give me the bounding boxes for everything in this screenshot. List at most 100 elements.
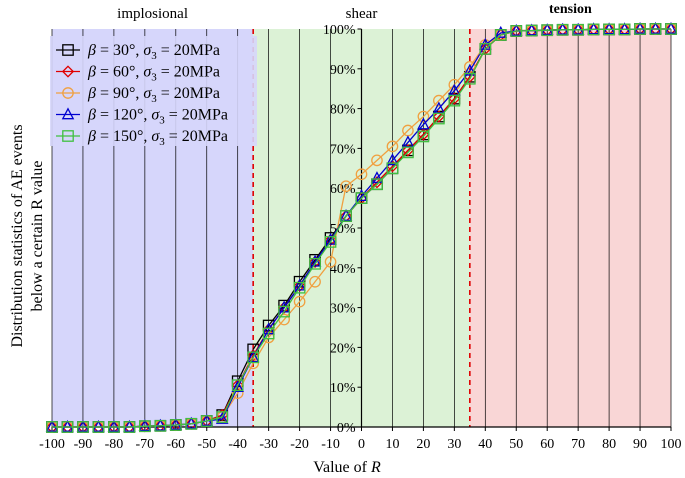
series-2-point-18 <box>324 255 337 268</box>
y-tick-label-7: 70% <box>330 142 356 157</box>
legend-label-2: β = 90°, σ3 = 20MPa <box>87 85 220 105</box>
series-4-point-15 <box>278 305 290 318</box>
series-3-point-37 <box>618 22 631 35</box>
y-tick-label-2: 20% <box>330 341 356 356</box>
region-labels: implosional shear tension <box>117 2 592 22</box>
y-axis-title-line1: Distribution statistics of AE events <box>9 124 26 347</box>
series-4-point-0 <box>46 421 58 433</box>
series-4-point-14 <box>262 327 275 340</box>
x-tick-label-19: 90 <box>633 437 647 452</box>
series-4-point-35 <box>587 23 600 36</box>
series-3-point-13 <box>246 350 260 363</box>
series-4-point-38 <box>634 23 646 35</box>
series-3-point-3 <box>92 419 105 432</box>
region-label-0: implosional <box>117 6 188 22</box>
series-4-point-21 <box>371 178 383 191</box>
series-4-point-4 <box>108 421 120 433</box>
x-axis-title-prefix: Value of <box>313 459 367 476</box>
legend-item-3: β = 120°, σ3 = 20MPa <box>56 107 228 127</box>
y-axis-title-line2: below a certain R value <box>29 160 46 311</box>
series-3-point-39 <box>649 21 662 34</box>
series-4-point-11 <box>216 411 229 423</box>
legend-marker-3 <box>61 107 75 120</box>
series-2-point-19 <box>340 180 352 193</box>
series-4-point-22 <box>386 162 399 175</box>
x-tick-label-4: -60 <box>166 437 185 452</box>
legend-marker-2 <box>62 87 74 99</box>
series-3-point-16 <box>293 278 306 291</box>
series-2-point-27 <box>463 60 476 73</box>
x-tick-label-0: -100 <box>39 437 65 452</box>
series-3-point-32 <box>540 23 554 36</box>
legend-item-4: β = 150°, σ3 = 20MPa <box>56 128 228 148</box>
x-tick-label-17: 70 <box>571 437 585 452</box>
series-3-point-22 <box>386 153 399 166</box>
series-3-point-2 <box>76 419 90 432</box>
series-2-point-22 <box>386 140 399 153</box>
series-2-point-16 <box>293 295 306 308</box>
series-4-point-23 <box>402 146 414 159</box>
series-4-point-1 <box>61 421 74 433</box>
series-3-point-21 <box>370 171 384 184</box>
y-tick-label-9: 90% <box>330 63 356 78</box>
axis-titles: Value of R Distribution statistics of AE… <box>9 124 381 476</box>
series-4 <box>46 23 677 433</box>
x-tick-label-3: -70 <box>136 437 155 452</box>
x-tick-label-16: 60 <box>540 437 554 452</box>
series-3-point-12 <box>231 380 244 393</box>
series-4-point-34 <box>572 23 585 36</box>
x-tick-label-8: -20 <box>290 437 309 452</box>
series-1-point-16 <box>293 279 306 292</box>
series-3-point-19 <box>339 208 353 221</box>
region-label-1: shear <box>346 6 378 22</box>
series-4-point-36 <box>603 23 615 36</box>
legend-item-2: β = 90°, σ3 = 20MPa <box>56 85 220 105</box>
y-tick-label-10: 100% <box>323 23 356 38</box>
legend-item-0: β = 30°, σ3 = 20MPa <box>56 42 220 62</box>
legend-marker-1 <box>61 65 75 78</box>
series-4-point-3 <box>92 421 105 433</box>
legend-item-1: β = 60°, σ3 = 20MPa <box>56 64 220 84</box>
series-2-point-20 <box>355 168 368 181</box>
x-tick-label-5: -50 <box>197 437 216 452</box>
series-2-point-17 <box>309 275 321 288</box>
series-3-point-35 <box>587 22 600 35</box>
series-4-point-28 <box>479 43 492 55</box>
y-tick-label-1: 10% <box>330 381 356 396</box>
y-tick-label-3: 30% <box>330 302 356 317</box>
series-4-point-32 <box>541 24 554 37</box>
legend-label-0: β = 30°, σ3 = 20MPa <box>87 42 220 62</box>
x-tick-label-12: 20 <box>416 437 430 452</box>
series-4-point-25 <box>433 112 445 125</box>
series-4-point-20 <box>355 192 368 204</box>
series-4-point-27 <box>463 72 476 85</box>
series-4-point-40 <box>665 23 677 35</box>
series-4-point-19 <box>340 210 352 222</box>
series-2-point-25 <box>433 94 445 107</box>
series-2-point-21 <box>371 154 383 167</box>
y-tick-label-4: 40% <box>330 262 356 277</box>
x-tick-label-14: 40 <box>478 437 492 452</box>
y-tick-label-0: 0% <box>337 421 356 436</box>
x-axis-title: Value of R <box>313 459 381 476</box>
series-3-point-40 <box>664 21 678 34</box>
x-tick-label-18: 80 <box>602 437 616 452</box>
series-2-point-24 <box>417 110 430 123</box>
series-3-point-29 <box>494 25 508 38</box>
x-tick-label-13: 30 <box>447 437 461 452</box>
series-1-point-13 <box>247 349 260 362</box>
series-3-point-30 <box>509 23 523 36</box>
x-tick-label-20: 100 <box>661 437 682 452</box>
series-4-point-24 <box>417 130 430 143</box>
series-4-point-39 <box>649 23 662 35</box>
y-tick-label-8: 80% <box>330 103 356 118</box>
series-3-point-24 <box>417 117 430 130</box>
region-2 <box>469 29 671 427</box>
x-tick-label-10: 0 <box>358 437 365 452</box>
legend-marker-0 <box>62 44 74 56</box>
series-3-point-27 <box>463 63 477 76</box>
x-tick-label-2: -80 <box>105 437 124 452</box>
series-3-point-18 <box>324 232 337 245</box>
